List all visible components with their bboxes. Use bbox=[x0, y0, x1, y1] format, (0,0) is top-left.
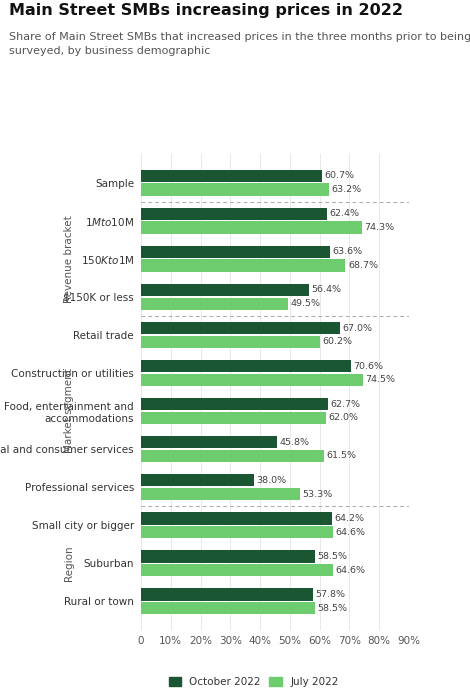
Text: 62.4%: 62.4% bbox=[329, 209, 359, 218]
Text: 49.5%: 49.5% bbox=[291, 299, 321, 308]
Bar bbox=[141, 412, 326, 424]
Text: 63.2%: 63.2% bbox=[331, 185, 361, 194]
Text: 62.0%: 62.0% bbox=[328, 414, 358, 422]
Text: 74.5%: 74.5% bbox=[365, 375, 395, 384]
Text: 63.6%: 63.6% bbox=[333, 247, 363, 256]
Text: 64.6%: 64.6% bbox=[336, 566, 366, 575]
Text: 70.6%: 70.6% bbox=[353, 362, 384, 370]
Bar bbox=[141, 208, 327, 220]
Text: 74.3%: 74.3% bbox=[365, 223, 395, 232]
Text: 64.6%: 64.6% bbox=[336, 528, 366, 537]
Legend: October 2022, July 2022: October 2022, July 2022 bbox=[166, 675, 341, 689]
Text: 58.5%: 58.5% bbox=[318, 604, 347, 612]
Bar bbox=[141, 512, 332, 524]
Text: 64.2%: 64.2% bbox=[335, 514, 364, 523]
Text: 56.4%: 56.4% bbox=[311, 286, 341, 295]
Bar bbox=[141, 322, 340, 334]
Bar bbox=[141, 564, 333, 576]
Text: 57.8%: 57.8% bbox=[315, 590, 345, 599]
Bar bbox=[141, 246, 330, 258]
Text: Market segment: Market segment bbox=[64, 369, 74, 454]
Bar bbox=[141, 221, 362, 234]
Text: Revenue bracket: Revenue bracket bbox=[64, 215, 74, 302]
Bar bbox=[141, 169, 321, 182]
Bar bbox=[141, 550, 315, 563]
Bar bbox=[141, 360, 351, 372]
Text: Share of Main Street SMBs that increased prices in the three months prior to bei: Share of Main Street SMBs that increased… bbox=[9, 32, 470, 55]
Bar bbox=[141, 260, 345, 272]
Text: 61.5%: 61.5% bbox=[327, 452, 356, 461]
Text: Main Street SMBs increasing prices in 2022: Main Street SMBs increasing prices in 20… bbox=[9, 4, 403, 18]
Bar bbox=[141, 475, 254, 486]
Text: 45.8%: 45.8% bbox=[280, 438, 310, 447]
Bar bbox=[141, 602, 315, 615]
Text: 38.0%: 38.0% bbox=[257, 476, 287, 485]
Bar bbox=[141, 526, 333, 538]
Bar bbox=[141, 298, 289, 309]
Bar bbox=[141, 374, 363, 386]
Text: 68.7%: 68.7% bbox=[348, 261, 378, 270]
Bar bbox=[141, 398, 328, 410]
Text: 60.2%: 60.2% bbox=[322, 337, 352, 346]
Text: Region: Region bbox=[64, 545, 74, 581]
Text: 62.7%: 62.7% bbox=[330, 400, 360, 409]
Text: 53.3%: 53.3% bbox=[302, 489, 332, 498]
Bar bbox=[141, 589, 313, 601]
Text: 67.0%: 67.0% bbox=[343, 323, 373, 332]
Bar bbox=[141, 183, 329, 195]
Text: 60.7%: 60.7% bbox=[324, 172, 354, 180]
Text: 58.5%: 58.5% bbox=[318, 552, 347, 561]
Bar bbox=[141, 450, 324, 462]
Bar bbox=[141, 436, 277, 449]
Bar bbox=[141, 488, 300, 500]
Bar bbox=[141, 335, 320, 348]
Bar bbox=[141, 284, 309, 296]
